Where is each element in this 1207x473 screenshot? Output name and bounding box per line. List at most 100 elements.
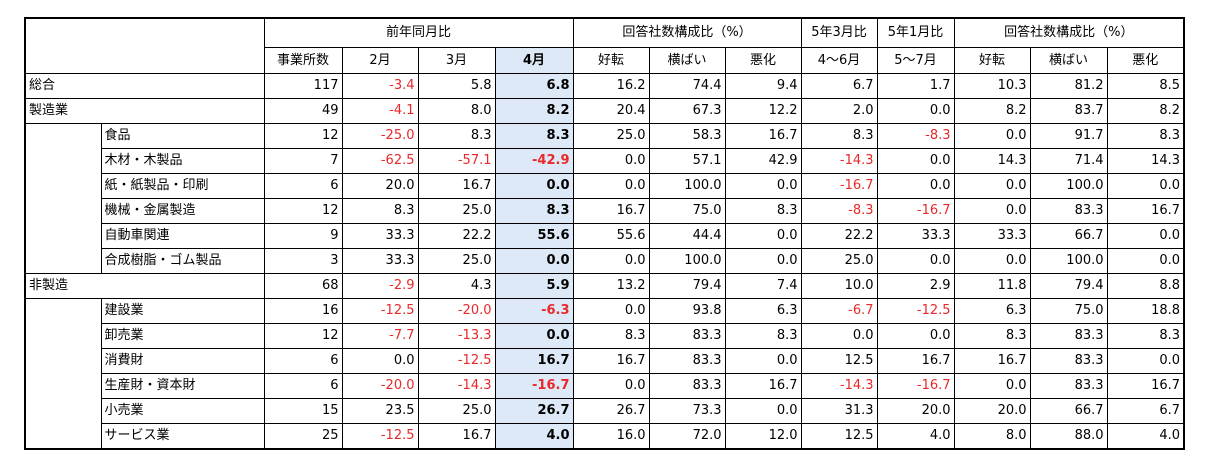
table-row: 小売業 15 23.5 25.0 26.7 26.7 73.3 0.0 31.3 20.0 20.0… xyxy=(24,398,1185,424)
table-cell: 25.0 xyxy=(572,123,650,149)
table-row: 木材・木製品 7 -62.5 -57.1 -42.9 0.0 57.1 42.9 -14.3 0.… xyxy=(24,148,1185,174)
table-cell: 2.9 xyxy=(876,273,955,299)
table-cell: 20.0 xyxy=(953,398,1031,424)
table-cell: -16.7 xyxy=(876,373,955,399)
table-cell: 0.0 xyxy=(724,348,802,374)
table-cell: 72.0 xyxy=(648,423,726,450)
table-cell: 49 xyxy=(263,98,343,124)
table-cell: 31.3 xyxy=(800,398,878,424)
table-cell: 14.3 xyxy=(1106,148,1185,174)
table-cell: 16.0 xyxy=(572,423,650,450)
table-cell: 11.8 xyxy=(953,273,1031,299)
table-cell: -12.5 xyxy=(417,348,496,374)
table-cell: 0.0 xyxy=(724,248,802,274)
row-sublabel: 卸売業 xyxy=(100,323,265,349)
table-cell: 100.0 xyxy=(648,173,726,199)
header-mar: 5年3月比 xyxy=(800,17,878,48)
table-cell: 4.0 xyxy=(494,423,574,450)
table-cell: 33.3 xyxy=(953,223,1031,249)
table-cell: 0.0 xyxy=(953,198,1031,224)
table-cell: -20.0 xyxy=(341,373,419,399)
table-cell: 6 xyxy=(263,173,343,199)
table-cell: 7 xyxy=(263,148,343,174)
table-cell: 67.3 xyxy=(648,98,726,124)
table-cell: -57.1 xyxy=(417,148,496,174)
table-cell: -6.3 xyxy=(494,298,574,324)
table-cell: 0.0 xyxy=(341,348,419,374)
table-cell: 9.4 xyxy=(724,73,802,99)
row-label: 総合 xyxy=(24,73,265,99)
table-cell: 4.0 xyxy=(1106,423,1185,450)
table-cell: 0.0 xyxy=(1106,223,1185,249)
table-cell: 8.2 xyxy=(494,98,574,124)
column-header: 横ばい xyxy=(648,47,726,74)
table-cell: 0.0 xyxy=(1106,348,1185,374)
indent-cell xyxy=(24,323,102,349)
table-cell: -25.0 xyxy=(341,123,419,149)
table-cell: 8.3 xyxy=(953,323,1031,349)
table-cell: 16.2 xyxy=(572,73,650,99)
table-cell: 66.7 xyxy=(1029,398,1108,424)
table-cell: 5.9 xyxy=(494,273,574,299)
table-cell: -13.3 xyxy=(417,323,496,349)
indent-cell xyxy=(24,148,102,174)
table-cell: -16.7 xyxy=(876,198,955,224)
table-cell: 14.3 xyxy=(953,148,1031,174)
table-cell: 66.7 xyxy=(1029,223,1108,249)
table-cell: 25.0 xyxy=(417,248,496,274)
table-cell: 83.3 xyxy=(648,348,726,374)
table-cell: 0.0 xyxy=(1106,173,1185,199)
table-cell: 0.0 xyxy=(494,173,574,199)
table-cell: -14.3 xyxy=(800,373,878,399)
row-sublabel: 機械・金属製造 xyxy=(100,198,265,224)
table-cell: 75.0 xyxy=(1029,298,1108,324)
table-cell: 16.7 xyxy=(1106,373,1185,399)
column-header: 2月 xyxy=(341,47,419,74)
table-cell: 73.3 xyxy=(648,398,726,424)
table-cell: 6.7 xyxy=(800,73,878,99)
indent-cell xyxy=(24,373,102,399)
table-cell: 0.0 xyxy=(876,323,955,349)
table-row: 建設業 16 -12.5 -20.0 -6.3 0.0 93.8 6.3 -6.7 -12.5 6.… xyxy=(24,298,1185,324)
column-header: 事業所数 xyxy=(263,47,343,74)
table-cell: 3 xyxy=(263,248,343,274)
table-cell: 0.0 xyxy=(724,173,802,199)
table-cell: 57.1 xyxy=(648,148,726,174)
indent-cell xyxy=(24,198,102,224)
table-cell: -12.5 xyxy=(341,298,419,324)
table-cell: 6.7 xyxy=(1106,398,1185,424)
table-cell: -6.7 xyxy=(800,298,878,324)
table-cell: -16.7 xyxy=(494,373,574,399)
row-sublabel: サービス業 xyxy=(100,423,265,450)
table-cell: 10.3 xyxy=(953,73,1031,99)
table-cell: 26.7 xyxy=(494,398,574,424)
table-cell: 26.7 xyxy=(572,398,650,424)
table-cell: 12.2 xyxy=(724,98,802,124)
header-yoy: 前年同月比 xyxy=(263,17,574,48)
table-cell: 100.0 xyxy=(648,248,726,274)
table-cell: 8.3 xyxy=(572,323,650,349)
row-sublabel: 食品 xyxy=(100,123,265,149)
table-cell: 15 xyxy=(263,398,343,424)
header-composition-1: 回答社数構成比（%） xyxy=(572,17,802,48)
column-header: 3月 xyxy=(417,47,496,74)
table-cell: 0.0 xyxy=(876,248,955,274)
indent-cell xyxy=(24,348,102,374)
table-cell: 83.3 xyxy=(1029,323,1108,349)
table-cell: 8.3 xyxy=(417,123,496,149)
table-cell: 0.0 xyxy=(800,323,878,349)
table-cell: 0.0 xyxy=(876,98,955,124)
row-sublabel: 消費財 xyxy=(100,348,265,374)
table-cell: 8.3 xyxy=(1106,123,1185,149)
table-cell: 0.0 xyxy=(876,173,955,199)
indent-cell xyxy=(24,173,102,199)
row-sublabel: 小売業 xyxy=(100,398,265,424)
table-cell: 16.7 xyxy=(1106,198,1185,224)
table-row: 非製造 68 -2.9 4.3 5.9 13.2 79.4 7.4 10.0 2.9 11.8 79.… xyxy=(24,273,1185,299)
table-cell: 42.9 xyxy=(724,148,802,174)
indent-cell xyxy=(24,123,102,149)
column-header: 4～6月 xyxy=(800,47,878,74)
table-cell: 93.8 xyxy=(648,298,726,324)
table-cell: 8.3 xyxy=(724,323,802,349)
table-cell: 0.0 xyxy=(953,373,1031,399)
